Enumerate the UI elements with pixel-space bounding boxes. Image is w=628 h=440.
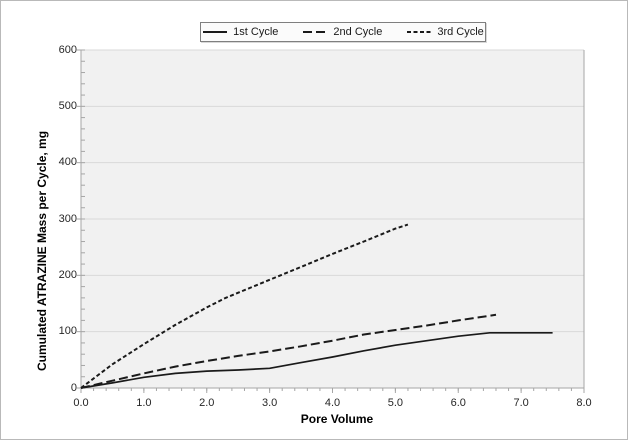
x-axis-title: Pore Volume xyxy=(300,412,374,426)
legend-item-2nd-cycle: 2nd Cycle xyxy=(302,26,382,38)
y-tick-label: 200 xyxy=(58,268,77,281)
legend-label: 1st Cycle xyxy=(233,26,279,38)
y-tick-label: 300 xyxy=(58,212,77,225)
x-tick-label: 1.0 xyxy=(136,397,152,409)
legend-label: 3rd Cycle xyxy=(437,26,484,38)
x-tick-label: 4.0 xyxy=(324,397,341,409)
y-tick-label: 500 xyxy=(58,99,77,112)
x-tick-label: 0.0 xyxy=(73,397,89,409)
x-tick-label: 6.0 xyxy=(450,397,466,409)
legend: 1st Cycle 2nd Cycle 3rd Cycle xyxy=(200,22,486,42)
legend-label: 2nd Cycle xyxy=(333,26,383,38)
x-tick-label: 5.0 xyxy=(387,397,404,409)
y-tick-label: 100 xyxy=(58,325,77,338)
legend-line-sample xyxy=(303,31,328,33)
legend-line-sample xyxy=(407,31,432,33)
legend-line-sample xyxy=(203,31,228,33)
y-tick-label: 0 xyxy=(70,381,77,394)
y-tick-label: 600 xyxy=(58,43,77,56)
x-tick-label: 2.0 xyxy=(199,397,215,409)
legend-item-3rd-cycle: 3rd Cycle xyxy=(406,26,484,38)
x-tick-label: 8.0 xyxy=(576,397,592,409)
y-tick-label: 400 xyxy=(58,156,77,169)
legend-item-1st-cycle: 1st Cycle xyxy=(202,26,278,38)
x-tick-label: 7.0 xyxy=(513,397,529,409)
x-tick-label: 3.0 xyxy=(261,397,278,409)
